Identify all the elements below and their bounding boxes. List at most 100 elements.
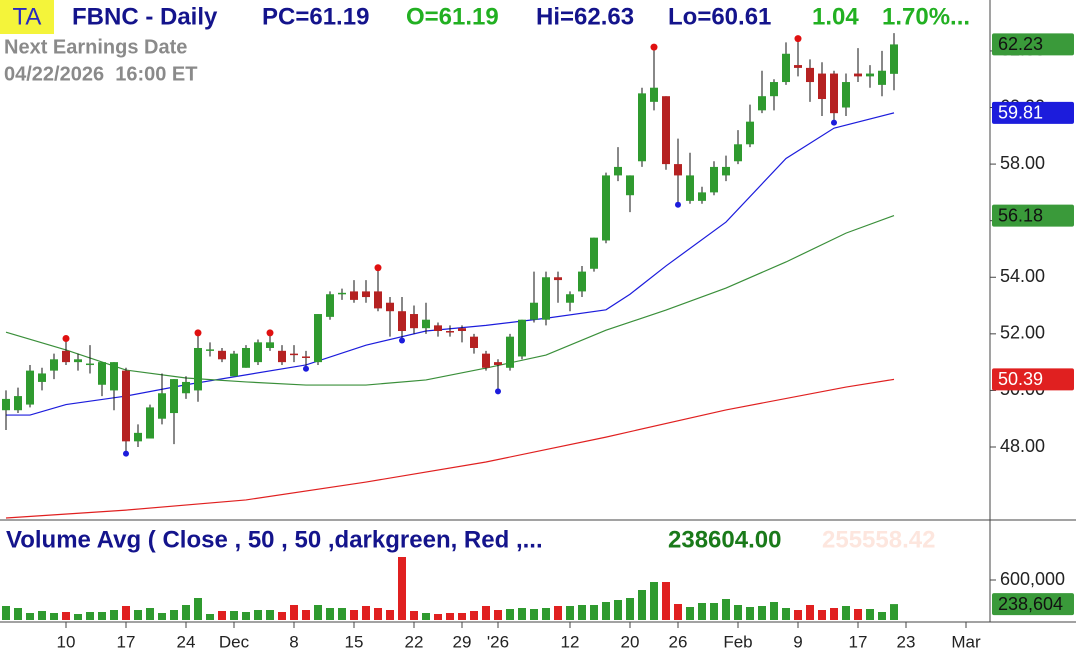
pivot-high <box>62 334 70 342</box>
candle-body <box>482 353 490 368</box>
candle-body <box>470 336 478 348</box>
volume-bar <box>62 612 70 620</box>
candle-body <box>722 166 730 176</box>
volume-bar <box>674 604 682 620</box>
candle-body <box>374 291 382 309</box>
candle-body <box>266 342 274 348</box>
line-tag: 50.39 <box>998 369 1043 389</box>
x-tick-label: 22 <box>405 632 424 651</box>
candle-body <box>566 294 574 303</box>
candle-body <box>710 166 718 193</box>
x-tick-label: '26 <box>487 632 509 651</box>
candle-body <box>758 96 766 111</box>
volume-bar <box>698 603 706 620</box>
volume-bar <box>566 606 574 620</box>
y-tick-label: 58.00 <box>1000 153 1045 173</box>
volume-bar <box>194 598 202 620</box>
volume-bar <box>338 608 346 620</box>
volume-bar <box>530 609 538 620</box>
volume-bar <box>50 613 58 620</box>
candle-body <box>74 359 82 363</box>
candle-body <box>590 237 598 269</box>
volume-bar <box>362 606 370 620</box>
header-low: Lo=60.61 <box>668 3 771 30</box>
volume-bar <box>230 611 238 620</box>
volume-bar <box>2 606 10 620</box>
volume-bar <box>14 608 22 620</box>
x-tick-label: 26 <box>669 632 688 651</box>
volume-bar <box>542 608 550 620</box>
volume-bar <box>170 610 178 620</box>
volume-bar <box>434 614 442 620</box>
volume-bar <box>74 614 82 620</box>
volume-bar <box>710 603 718 620</box>
x-tick-label: 10 <box>57 632 76 651</box>
volume-bar <box>278 612 286 620</box>
volume-bar <box>626 598 634 620</box>
pivot-low <box>831 119 837 126</box>
header-high: Hi=62.63 <box>536 3 634 30</box>
header-open: O=61.19 <box>406 3 499 30</box>
candle-body <box>506 336 514 368</box>
header-pc: PC=61.19 <box>262 3 369 30</box>
moving-average <box>6 112 895 416</box>
volume-bar <box>518 608 526 620</box>
candle-body <box>62 350 70 363</box>
candle-body <box>518 319 526 357</box>
x-tick-label: 29 <box>453 632 472 651</box>
earnings-label: Next Earnings Date <box>4 36 187 58</box>
x-tick-label: 20 <box>621 632 640 651</box>
volume-bar <box>494 610 502 620</box>
volume-bar <box>254 610 262 620</box>
volume-bar <box>266 610 274 620</box>
line-tag: 59.81 <box>998 103 1043 123</box>
volume-bar <box>554 606 562 620</box>
volume-bar <box>866 609 874 620</box>
header-change-pct: 1.70%... <box>882 3 970 30</box>
x-tick-label: 24 <box>177 632 196 651</box>
volume-value: 238604.00 <box>668 526 781 553</box>
candle-body <box>194 347 202 391</box>
candle-body <box>290 353 298 356</box>
pivot-low <box>123 450 129 457</box>
badge-box <box>0 0 54 34</box>
candle-body <box>254 342 262 363</box>
candle-body <box>242 347 250 368</box>
x-tick-label: Dec <box>219 632 250 651</box>
pivot-low <box>495 388 501 395</box>
candle-body <box>122 370 130 442</box>
candle-body <box>734 144 742 162</box>
candle-body <box>674 164 682 176</box>
volume-bar <box>182 605 190 620</box>
candle-body <box>110 362 118 391</box>
candle-body <box>794 65 802 68</box>
volume-bar <box>782 608 790 620</box>
x-tick-label: 8 <box>289 632 298 651</box>
candle-body <box>38 373 46 382</box>
candle-body <box>158 393 166 419</box>
volume-tag-box <box>992 593 1074 616</box>
candle-body <box>854 73 862 77</box>
volume-bar <box>818 610 826 620</box>
line-tag-box <box>992 101 1074 124</box>
candle-body <box>146 407 154 439</box>
candle-body <box>26 370 34 405</box>
line-tag: 56.18 <box>998 205 1043 225</box>
candle-body <box>614 166 622 176</box>
volume-bar <box>590 605 598 620</box>
volume-bar <box>326 608 334 620</box>
volume-bar <box>470 611 478 620</box>
candle-body <box>386 302 394 312</box>
volume-bar <box>302 610 310 620</box>
candle-body <box>182 381 190 394</box>
volume-bar <box>794 610 802 620</box>
volume-bar <box>662 582 670 620</box>
volume-bar <box>578 605 586 620</box>
moving-average <box>5 378 895 519</box>
header-title: FBNC - Daily <box>72 3 218 30</box>
volume-title: Volume Avg ( Close , 50 , 50 ,darkgreen,… <box>6 526 543 553</box>
candle-body <box>878 70 886 85</box>
pivot-high <box>650 43 658 51</box>
volume-bar <box>314 605 322 620</box>
